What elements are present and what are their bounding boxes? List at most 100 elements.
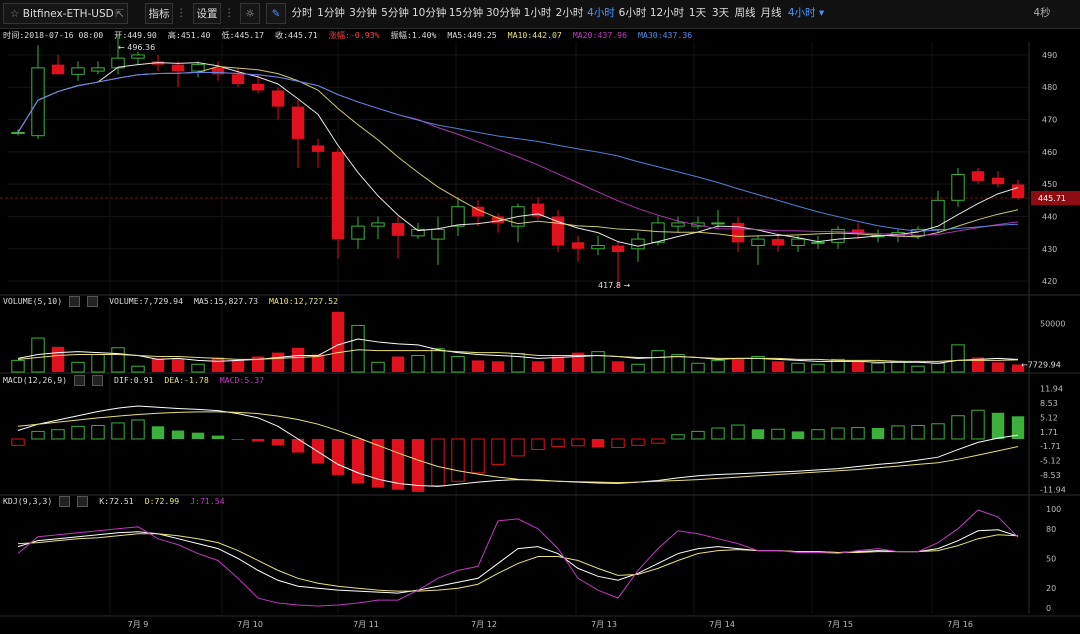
candle-body bbox=[411, 228, 425, 237]
volume-bar bbox=[691, 362, 705, 373]
settings-button[interactable]: 设置 bbox=[193, 3, 221, 24]
interval-button[interactable]: 3天 bbox=[711, 7, 730, 19]
volume-bar bbox=[951, 344, 965, 373]
brightness-icon[interactable]: ☼ bbox=[240, 3, 260, 24]
candle-body bbox=[551, 216, 565, 246]
more-icon[interactable]: ⋮ bbox=[176, 7, 187, 19]
macd-tick-label: -11.94 bbox=[1040, 486, 1066, 495]
candle-body bbox=[1011, 184, 1025, 199]
info-ma10: MA10:442.07 bbox=[507, 30, 562, 40]
interval-button[interactable]: 2小时 bbox=[555, 7, 584, 19]
volume-bar bbox=[931, 362, 945, 373]
macd-bar bbox=[351, 439, 365, 484]
volume-bar bbox=[471, 360, 485, 372]
volume-ma5-line bbox=[17, 338, 1019, 364]
macd-bar bbox=[851, 427, 865, 440]
candle-body bbox=[371, 222, 385, 227]
candle-body bbox=[811, 241, 825, 244]
more-icon[interactable]: ⋮ bbox=[224, 7, 235, 19]
volume-label: VOLUME(5,10) VOLUME:7,729.94 MA5:15,827.… bbox=[3, 296, 344, 307]
candle-body bbox=[851, 229, 865, 233]
close-icon[interactable] bbox=[77, 496, 89, 507]
interval-button[interactable]: 10分钟 bbox=[412, 7, 447, 19]
price-tick-label: 480 bbox=[1042, 83, 1057, 92]
last-price-label: 445.71 bbox=[1038, 194, 1066, 203]
candle-body bbox=[711, 222, 725, 225]
indicators-button[interactable]: 指标 bbox=[145, 3, 173, 24]
close-icon[interactable] bbox=[92, 375, 104, 386]
interval-button[interactable]: 3分钟 bbox=[349, 7, 377, 19]
candle-body bbox=[631, 238, 645, 250]
volume-bar bbox=[571, 352, 585, 372]
candle-body bbox=[611, 245, 625, 252]
volume-ma10: MA10:12,727.52 bbox=[269, 296, 339, 306]
interval-button[interactable]: 周线 bbox=[734, 7, 756, 19]
candle-body bbox=[131, 54, 145, 59]
expand-icon[interactable]: ⇱ bbox=[115, 8, 124, 20]
price-tick-label: 430 bbox=[1042, 245, 1057, 254]
kdj-d: D:72.99 bbox=[144, 496, 180, 506]
volume-bar bbox=[311, 354, 325, 372]
candle-body bbox=[71, 67, 85, 75]
macd-bar bbox=[691, 430, 705, 440]
settings-icon[interactable] bbox=[74, 375, 86, 386]
symbol-selector[interactable]: ☆ Bitfinex-ETH-USD ⇱ bbox=[3, 3, 128, 24]
macd-bar bbox=[411, 439, 425, 492]
candle-body bbox=[311, 145, 325, 152]
price-tick-label: 450 bbox=[1042, 180, 1057, 189]
interval-button[interactable]: 1分钟 bbox=[317, 7, 345, 19]
kdj-tick-label: 0 bbox=[1046, 604, 1051, 613]
interval-button[interactable]: 分时 bbox=[291, 7, 313, 19]
countdown-label: 4秒 bbox=[1033, 7, 1051, 19]
macd-bar bbox=[1011, 416, 1025, 439]
close-icon[interactable] bbox=[87, 296, 99, 307]
candle-body bbox=[671, 222, 685, 227]
macd-bar bbox=[211, 435, 225, 439]
interval-button[interactable]: 1小时 bbox=[523, 7, 552, 19]
macd-bar bbox=[131, 419, 145, 440]
interval-button[interactable]: 15分钟 bbox=[448, 7, 484, 19]
interval-button[interactable]: 12小时 bbox=[649, 7, 685, 19]
macd-bar bbox=[551, 438, 565, 448]
candle-body bbox=[251, 84, 265, 91]
candle-body bbox=[491, 216, 505, 223]
candle-body bbox=[731, 222, 745, 243]
x-tick-label: 7月 10 bbox=[237, 620, 263, 629]
macd-bar bbox=[731, 424, 745, 440]
volume-bar bbox=[111, 347, 125, 373]
macd-label: MACD(12,26,9) DIF:0.91 DEA:-1.78 MACD:5.… bbox=[3, 375, 270, 386]
x-tick-label: 7月 15 bbox=[827, 620, 853, 629]
kdj-tick-label: 80 bbox=[1046, 525, 1056, 534]
volume-bar bbox=[811, 363, 825, 373]
macd-bar bbox=[791, 431, 805, 439]
x-tick-label: 7月 14 bbox=[709, 620, 735, 629]
interval-button[interactable]: 月线 bbox=[760, 7, 782, 19]
macd-bar bbox=[771, 428, 785, 440]
interval-button[interactable]: 6小时 bbox=[618, 7, 647, 19]
interval-dropdown[interactable]: 4小时 ▾ bbox=[787, 7, 825, 19]
settings-icon[interactable] bbox=[69, 296, 81, 307]
interval-button[interactable]: 4小时 bbox=[587, 7, 615, 19]
last-price-tag bbox=[1031, 191, 1080, 206]
macd-bar bbox=[271, 439, 285, 446]
interval-button[interactable]: 5分钟 bbox=[381, 7, 409, 19]
volume-bar bbox=[831, 358, 845, 373]
candle-body bbox=[651, 222, 665, 243]
volume-name: VOLUME(5,10) bbox=[3, 296, 63, 306]
pencil-icon[interactable]: ✎ bbox=[266, 3, 286, 24]
volume-bar bbox=[451, 355, 465, 373]
macd-tick-label: 1.71 bbox=[1040, 428, 1058, 437]
high-annotation: ← 496.36 bbox=[118, 43, 155, 52]
x-tick-label: 7月 13 bbox=[591, 620, 617, 629]
macd-bar bbox=[111, 422, 125, 440]
kdj-tick-label: 20 bbox=[1046, 584, 1056, 593]
interval-button[interactable]: 1天 bbox=[688, 7, 707, 19]
settings-icon[interactable] bbox=[59, 496, 71, 507]
macd-bar bbox=[171, 430, 185, 439]
macd-bar bbox=[951, 415, 965, 440]
volume-bar bbox=[911, 365, 925, 373]
volume-value: VOLUME:7,729.94 bbox=[109, 296, 184, 306]
star-icon[interactable]: ☆ bbox=[10, 8, 20, 20]
interval-button[interactable]: 30分钟 bbox=[486, 7, 521, 19]
